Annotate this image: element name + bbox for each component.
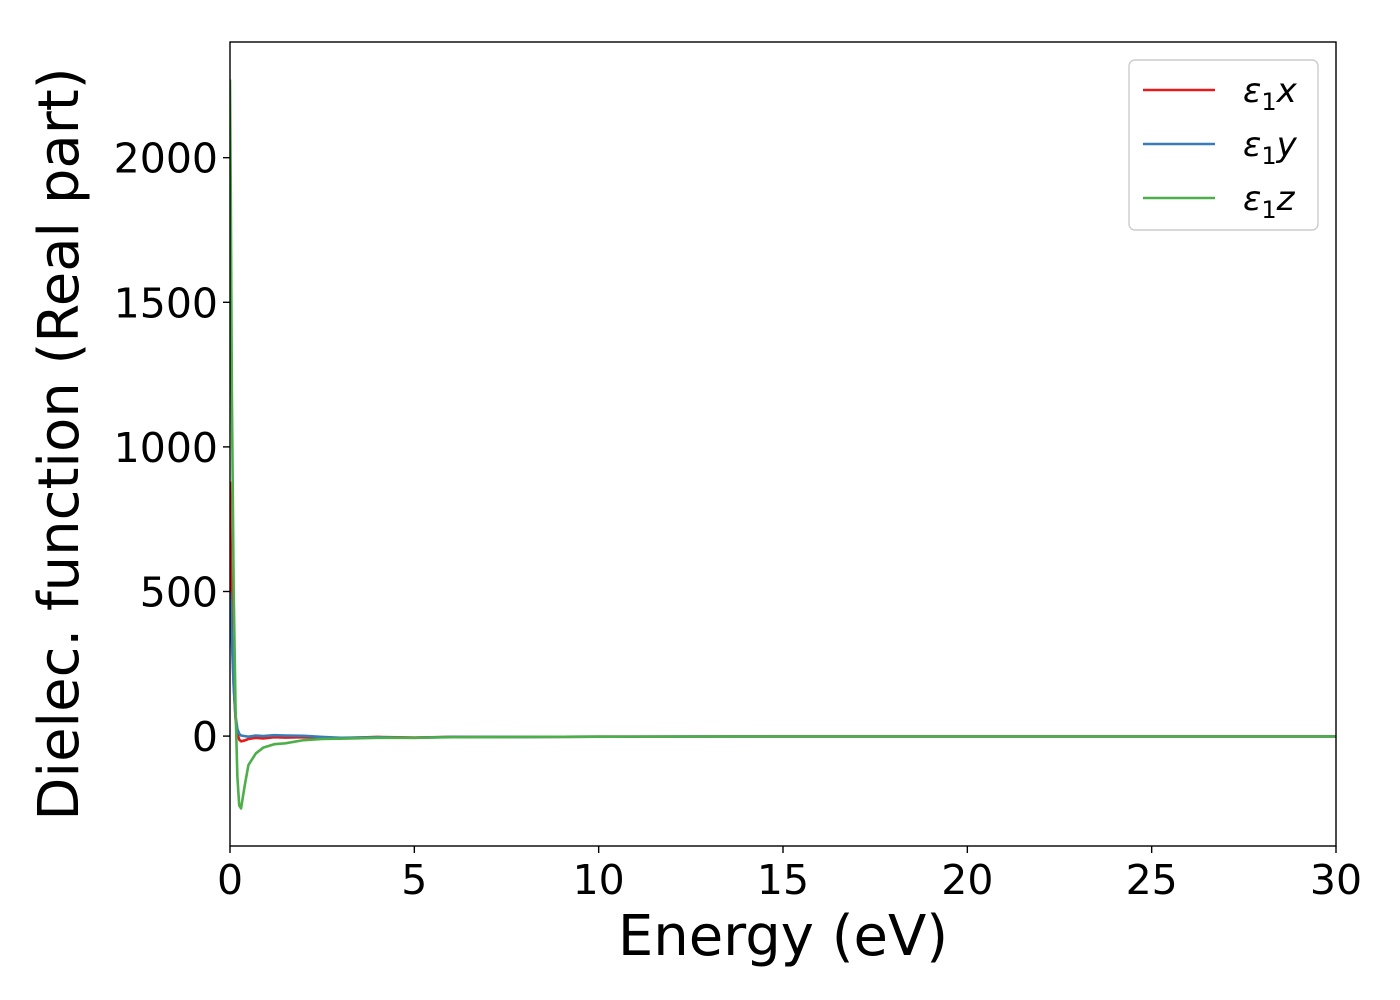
legend-label-z: ε1z	[1243, 179, 1296, 224]
y-axis-ticks: 0 500 1000 1500 2000	[114, 135, 230, 761]
x-axis-label: Energy (eV)	[618, 904, 948, 969]
legend: ε1x ε1y ε1z	[1128, 59, 1319, 231]
legend-label-x: ε1x	[1243, 71, 1298, 116]
y-tick-label: 1500	[114, 279, 218, 327]
y-tick-label: 1000	[114, 424, 218, 472]
x-axis-ticks: 0 5 10 15 20 25 30	[217, 846, 1362, 904]
y-tick-label: 500	[140, 568, 218, 616]
x-tick-label: 15	[757, 856, 809, 904]
y-tick-label: 2000	[114, 135, 218, 183]
x-tick-label: 10	[573, 856, 625, 904]
plot-lines	[230, 79, 1336, 810]
x-tick-label: 0	[217, 856, 243, 904]
legend-box	[1128, 59, 1319, 231]
y-tick-label: 0	[192, 713, 218, 761]
series-line-z	[230, 79, 1336, 810]
y-axis-label: Dielec. function (Real part)	[27, 67, 92, 820]
x-tick-label: 20	[941, 856, 993, 904]
x-tick-label: 25	[1126, 856, 1178, 904]
x-tick-label: 5	[401, 856, 427, 904]
x-tick-label: 30	[1310, 856, 1362, 904]
legend-label-y: ε1y	[1243, 125, 1298, 170]
